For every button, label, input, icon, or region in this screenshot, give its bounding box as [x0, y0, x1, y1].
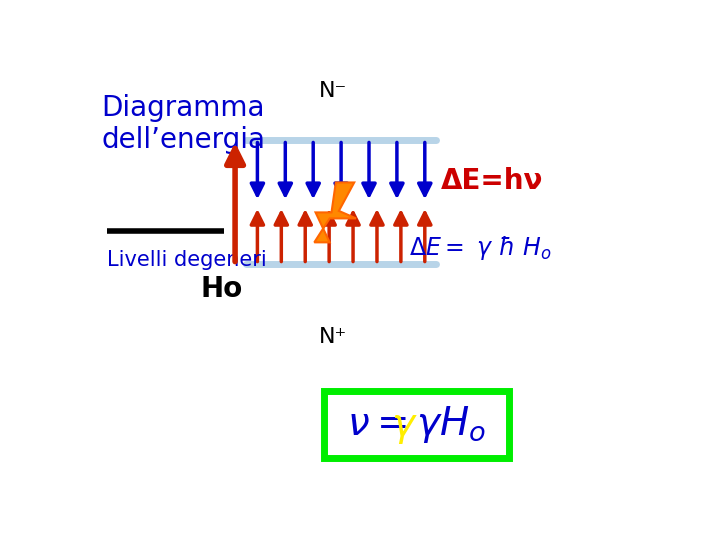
Polygon shape [315, 183, 356, 242]
Text: $\gamma$: $\gamma$ [391, 408, 418, 445]
Text: N⁻: N⁻ [319, 82, 347, 102]
Text: $\Delta E=\ \gamma\ \hbar\ H_o$: $\Delta E=\ \gamma\ \hbar\ H_o$ [409, 234, 552, 262]
Bar [324, 391, 508, 458]
Text: N⁺: N⁺ [319, 327, 347, 347]
Text: Diagramma
dell’energia: Diagramma dell’energia [101, 94, 265, 154]
Text: ΔE=hν: ΔE=hν [441, 167, 543, 195]
Text: Livelli degeneri: Livelli degeneri [107, 250, 266, 270]
Text: $\nu=\gamma H_o$: $\nu=\gamma H_o$ [347, 404, 486, 445]
Text: Ho: Ho [200, 275, 242, 303]
